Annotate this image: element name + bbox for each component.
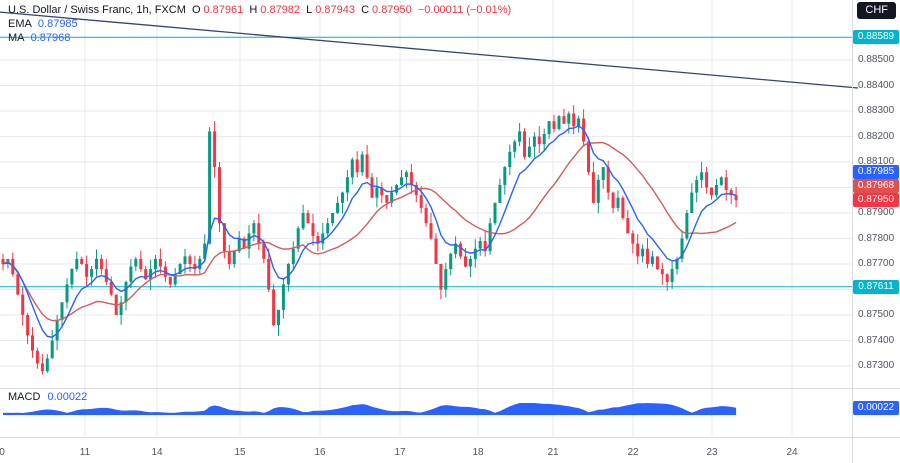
price-axis-label: 0.87900: [858, 207, 895, 218]
symbol-title[interactable]: U.S. Dollar / Swiss Franc, 1h, FXCM: [8, 4, 186, 16]
low-label: L: [306, 4, 313, 16]
upper-level-price-badge: 0.88589: [853, 30, 899, 44]
time-axis-label: 18: [472, 447, 484, 458]
ema-price-badge: 0.87985: [853, 165, 899, 179]
time-axis-label: 16: [314, 447, 326, 458]
ema-value: 0.87985: [37, 18, 78, 30]
price-axis-label: 0.87300: [858, 360, 895, 371]
price-axis-label: 0.87800: [858, 233, 895, 244]
ema-label: EMA: [8, 18, 32, 30]
close-label: C: [361, 4, 370, 16]
lower-level-price-badge: 0.87611: [853, 280, 899, 294]
symbol-title-row[interactable]: U.S. Dollar / Swiss Franc, 1h, FXCM O 0.8…: [8, 3, 514, 17]
legend: U.S. Dollar / Swiss Franc, 1h, FXCM O 0.8…: [8, 3, 514, 45]
time-axis-label: 17: [394, 447, 406, 458]
time-axis-label: 14: [151, 447, 163, 458]
time-axis-label: 24: [786, 447, 798, 458]
low-value: 0.87943: [315, 4, 355, 16]
time-axis-label: 0: [0, 447, 5, 458]
price-axis-label: 0.88500: [858, 54, 895, 65]
price-axis-label: 0.87700: [858, 258, 895, 269]
indicator-row-ema[interactable]: EMA 0.87985: [8, 17, 514, 31]
macd-value: 0.00022: [47, 391, 88, 403]
macd-label: MACD: [8, 391, 41, 403]
time-axis-label: 15: [234, 447, 246, 458]
price-axis-label: 0.88400: [858, 80, 895, 91]
ma-price-badge: 0.87968: [853, 179, 899, 193]
currency-button[interactable]: CHF: [857, 2, 896, 19]
price-axis-label: 0.88100: [858, 156, 895, 167]
high-value: 0.87982: [260, 4, 301, 16]
price-axis-label: 0.88200: [858, 131, 895, 142]
time-axis-label: 23: [706, 447, 718, 458]
time-axis-label: 21: [547, 447, 559, 458]
indicator-row-ma[interactable]: MA 0.87968: [8, 31, 514, 45]
open-value: 0.87961: [203, 4, 244, 16]
high-label: H: [249, 4, 258, 16]
time-axis-label: 22: [627, 447, 639, 458]
price-axis-label: 0.88300: [858, 105, 895, 116]
time-axis-label: 11: [79, 447, 91, 458]
last-price-badge: 0.87950: [853, 193, 899, 207]
macd-legend-row[interactable]: MACD 0.00022: [8, 391, 91, 403]
open-label: O: [191, 4, 201, 16]
macd-price-badge: 0.00022: [853, 401, 899, 415]
price-axis-label: 0.87500: [858, 309, 895, 320]
price-axis-label: 0.87400: [858, 335, 895, 346]
ma-value: 0.87968: [30, 32, 71, 44]
close-value: 0.87950: [372, 4, 412, 16]
change-value: −0.00011 (−0.01%): [417, 4, 512, 16]
ma-label: MA: [8, 32, 25, 44]
